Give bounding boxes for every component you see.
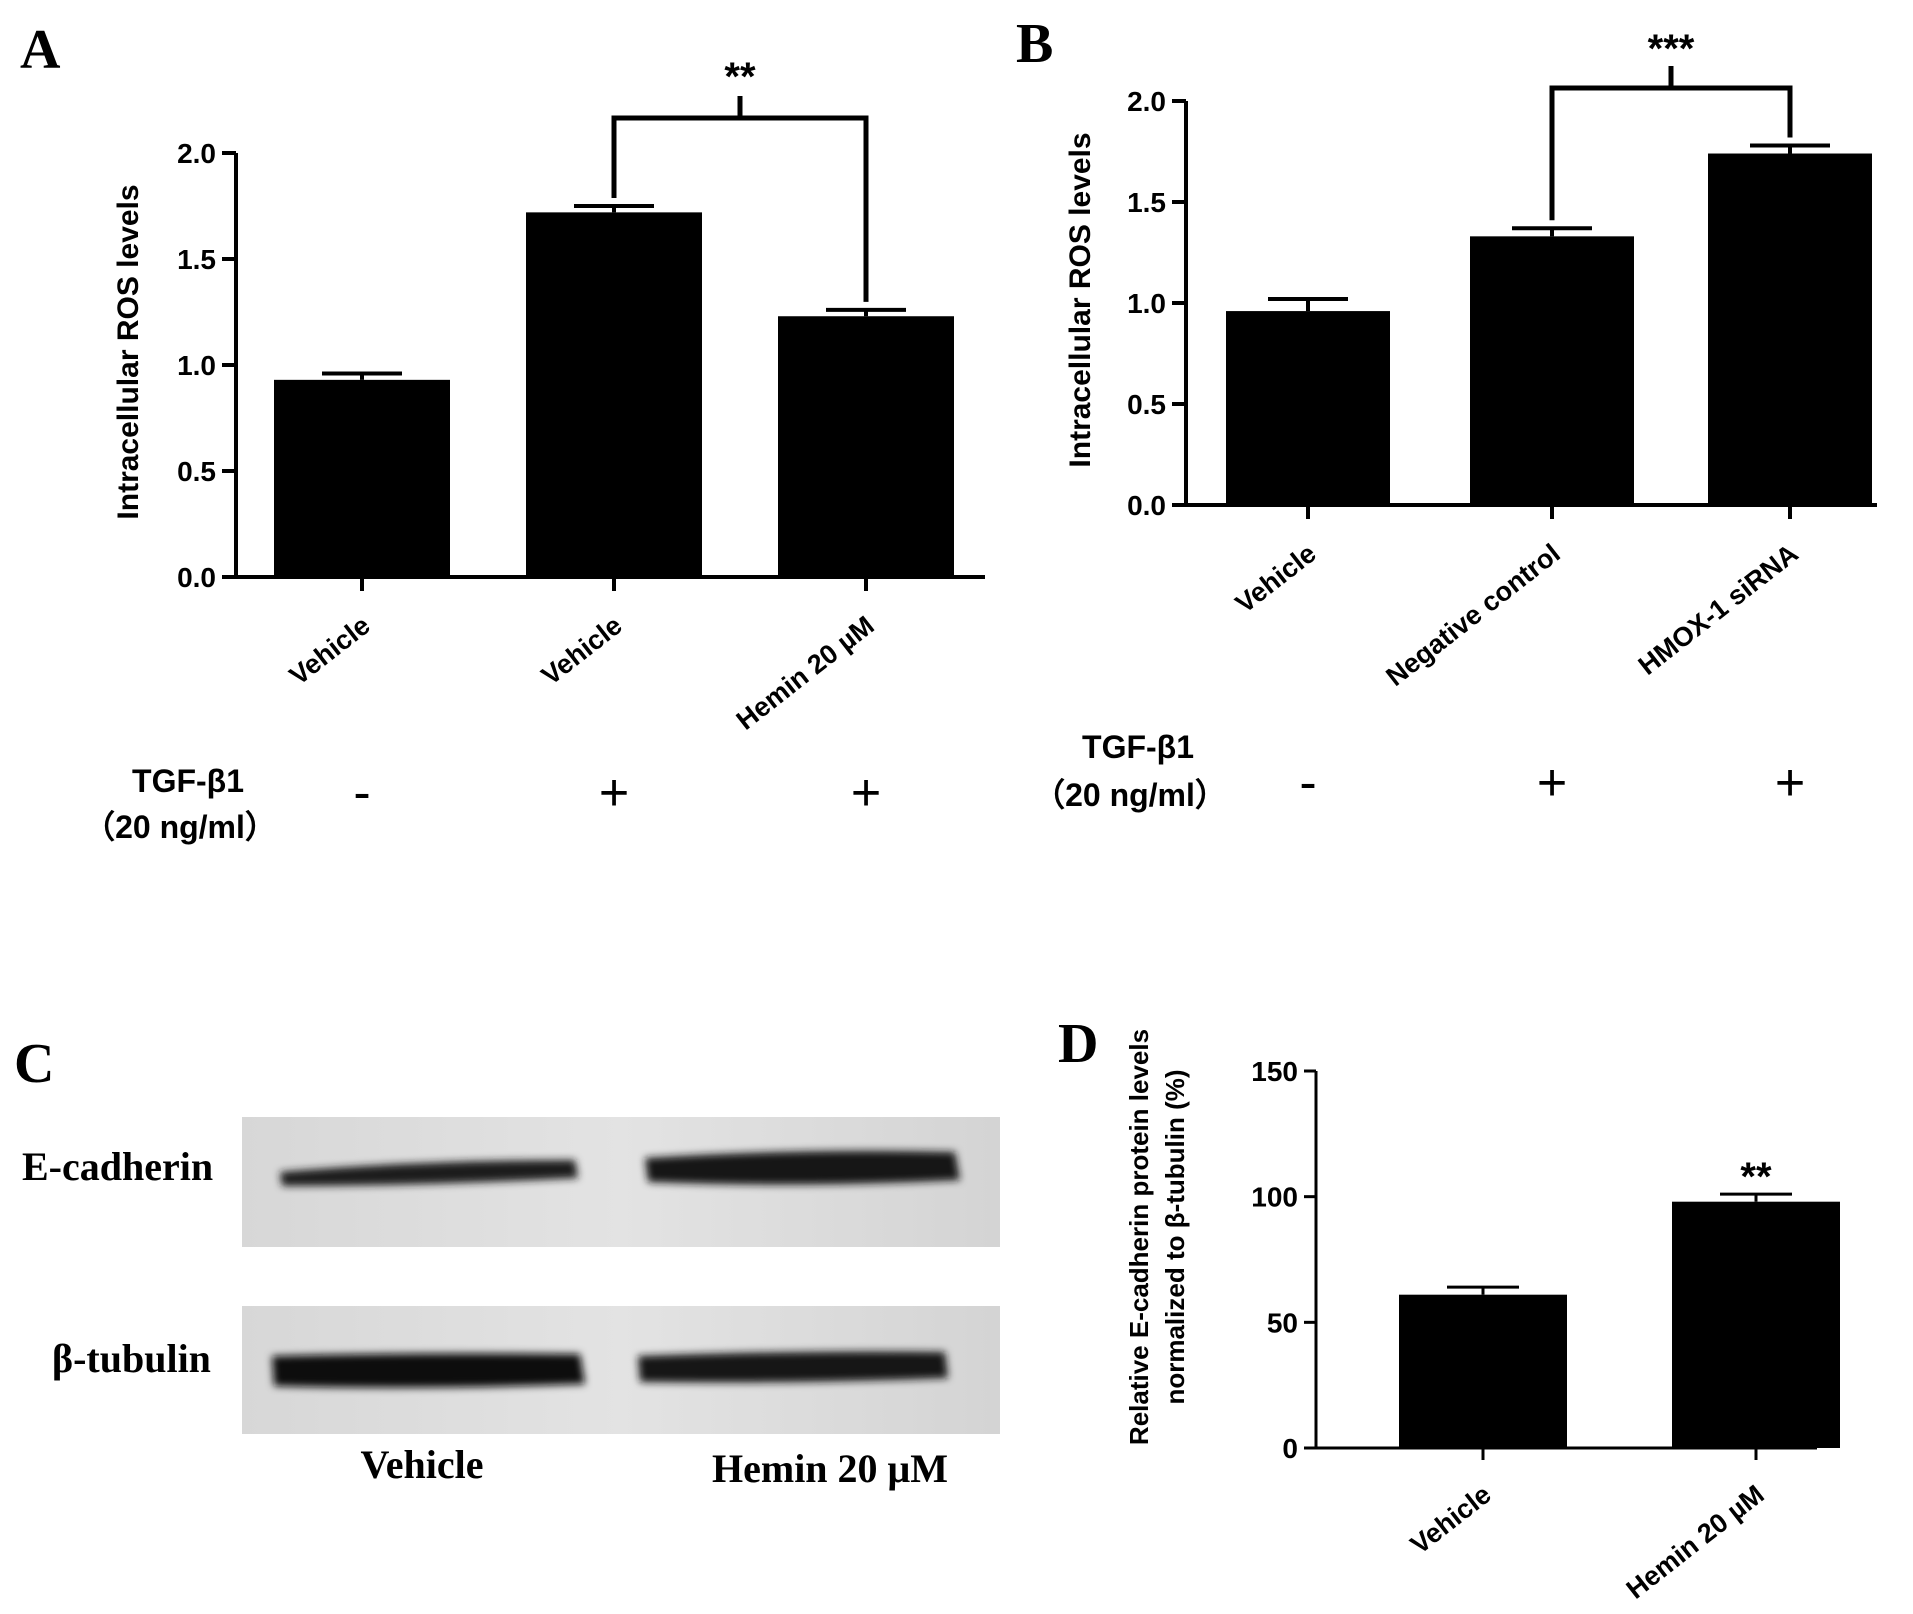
panel-a-axes: 0.0 0.5 1.0 1.5 2.0 Vehicle - Vehicle + Hemin 20 …	[177, 55, 985, 822]
blot-bands	[272, 1150, 960, 1388]
panel-a-y-title: Intracellular ROS levels	[112, 184, 145, 519]
panel-b-treatment-dose: （20 ng/ml）	[1033, 777, 1227, 813]
panel-a-category-label: Hemin 20 µM	[731, 610, 880, 736]
panel-a-treatment-label: TGF-β1 （20 ng/ml）	[83, 763, 277, 845]
panel-b-treatment-sign: +	[1775, 754, 1805, 812]
panel-b-y-tick-label: 0.5	[1127, 389, 1166, 420]
panel-b-bar	[1708, 153, 1872, 505]
panel-a-y-tick-label: 1.5	[177, 244, 216, 275]
panel-d-annotation-label: **	[1740, 1155, 1772, 1199]
panel-b-significance-label: ***	[1648, 27, 1695, 71]
panel-b-category-label: HMOX-1 siRNA	[1633, 538, 1804, 681]
panel-a-y-tick-label: 0.5	[177, 456, 216, 487]
panel-b-treatment-sign: -	[1299, 754, 1316, 812]
panel-b-treatment-sign: +	[1537, 754, 1567, 812]
panel-b-category-label: Vehicle	[1230, 538, 1322, 619]
panel-b-bar	[1226, 311, 1390, 505]
blot-row-label-beta-tubulin: β-tubulin	[52, 1336, 211, 1381]
panel-a-label: A	[20, 19, 61, 81]
panel-a-y-tick-label: 2.0	[177, 138, 216, 169]
panel-d-y-title-line1: Relative E-cadherin protein levels	[1124, 1029, 1154, 1445]
panel-b-bar	[1470, 236, 1634, 505]
panel-a-bar	[778, 316, 954, 577]
band-beta-tubulin-hemin	[638, 1351, 948, 1383]
panel-a-y-tick-label: 0.0	[177, 562, 216, 593]
panel-b-axes: 0.0 0.5 1.0 1.5 2.0 Vehicle - Negative control +…	[1127, 27, 1877, 812]
panel-a-category-label: Vehicle	[284, 610, 376, 691]
band-beta-tubulin-vehicle	[272, 1353, 585, 1388]
panel-a-treatment-sign: -	[353, 764, 370, 822]
panel-b-category-label: Negative control	[1381, 538, 1566, 692]
band-e-cadherin-vehicle	[280, 1160, 578, 1186]
panel-d-category-label: Hemin 20 µM	[1621, 1479, 1770, 1605]
panel-d-y-tick-label: 150	[1251, 1056, 1298, 1087]
panel-b-treatment-label: TGF-β1 （20 ng/ml）	[1033, 729, 1227, 813]
panel-d-bar	[1672, 1201, 1840, 1448]
panel-a-treatment-sign: +	[599, 764, 629, 822]
panel-a-category-label: Vehicle	[536, 610, 628, 691]
panel-a-treatment-sign: +	[851, 764, 881, 822]
panel-b-y-tick-label: 1.0	[1127, 288, 1166, 319]
panel-b: B 0.0 0.5 1.0 1.5 2.0 Vehicle - Negative contro…	[1016, 13, 1877, 813]
blot-lane-label-vehicle: Vehicle	[361, 1442, 484, 1487]
panel-d: D 0 50 100 150 Vehicle Hemin 20 µM ** Relative…	[1058, 1013, 1840, 1605]
panel-c-label: C	[14, 1033, 54, 1095]
panel-a-bar	[526, 212, 702, 578]
panel-d-label: D	[1058, 1013, 1098, 1075]
panel-c: C E-cadherin β-tubulin Vehicle Hemin 20 …	[14, 1033, 1000, 1491]
panel-b-label: B	[1016, 13, 1053, 75]
blot-row-label-e-cadherin: E-cadherin	[22, 1144, 213, 1189]
panel-b-y-title: Intracellular ROS levels	[1064, 132, 1097, 467]
panel-d-axes: 0 50 100 150 Vehicle Hemin 20 µM **	[1251, 1056, 1840, 1605]
panel-d-bar	[1399, 1294, 1567, 1448]
panel-a-significance-label: **	[724, 55, 756, 99]
panel-a: A 0.0 0.5 1.0 1.5 2.0 Vehicle - Vehicle + Hemin 2…	[20, 19, 985, 845]
panel-d-y-tick-label: 50	[1267, 1307, 1298, 1338]
panel-d-y-tick-label: 0	[1282, 1433, 1298, 1464]
panel-b-y-tick-label: 2.0	[1127, 86, 1166, 117]
band-e-cadherin-hemin	[645, 1150, 960, 1185]
panel-a-y-tick-label: 1.0	[177, 350, 216, 381]
panel-b-y-tick-label: 1.5	[1127, 187, 1166, 218]
panel-d-y-tick-label: 100	[1251, 1182, 1298, 1213]
panel-b-treatment-name: TGF-β1	[1082, 729, 1194, 765]
panel-d-category-label: Vehicle	[1405, 1479, 1497, 1560]
panel-d-y-title-line2: normalized to β-tubulin (%)	[1160, 1069, 1190, 1404]
panel-a-treatment-dose: （20 ng/ml）	[83, 809, 277, 845]
panel-b-y-tick-label: 0.0	[1127, 490, 1166, 521]
panel-a-treatment-name: TGF-β1	[132, 763, 244, 799]
panel-a-bar	[274, 379, 450, 577]
blot-lane-label-hemin: Hemin 20 μM	[712, 1446, 948, 1491]
